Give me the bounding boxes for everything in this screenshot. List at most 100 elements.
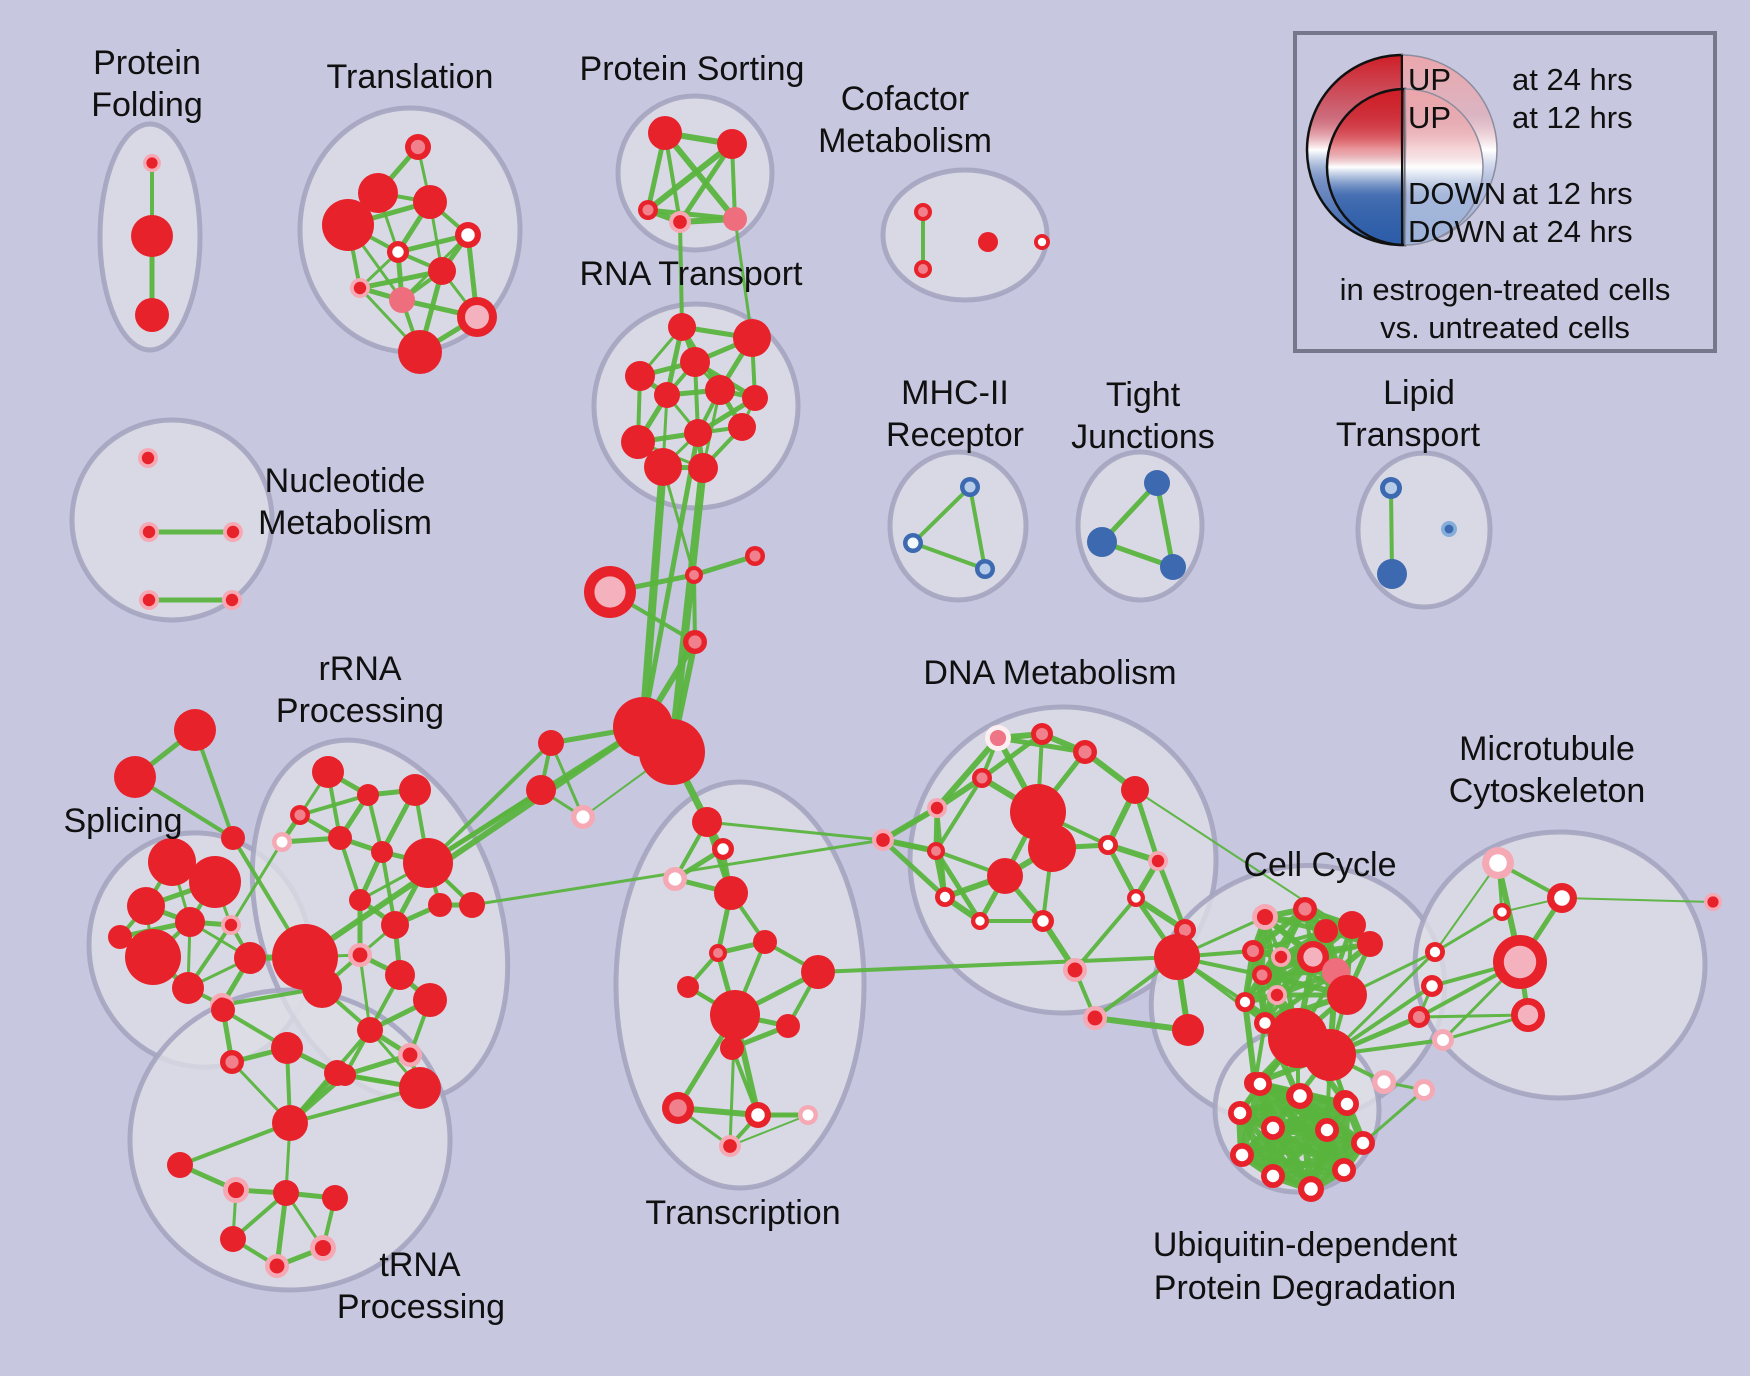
gene-node [1413,1079,1435,1101]
node-outer [399,1067,441,1109]
gene-node [745,1102,771,1128]
node-inner [918,264,928,274]
gene-node [324,1060,350,1086]
cluster-ellipse-nucleotide-metabolism [69,417,275,623]
gene-node [348,943,372,967]
gene-node [1338,911,1366,939]
gene-node [221,915,241,935]
gene-node [978,232,998,252]
node-outer [753,930,777,954]
node-outer [349,889,371,911]
node-outer [399,774,431,806]
edge [1073,896,1138,972]
node-outer [705,375,735,405]
cluster-label: Protein Degradation [1154,1269,1456,1307]
gene-node [935,887,955,907]
gene-node [381,911,409,939]
gene-node [1547,883,1577,913]
node-outer [167,1152,193,1178]
node-inner [979,563,991,575]
node-outer [684,419,712,447]
node-outer [114,756,156,798]
cluster-label: MHC-II [901,374,1009,412]
gene-node [143,154,161,172]
gene-node [265,1254,289,1278]
gene-node [1432,1029,1454,1051]
node-outer [125,929,181,985]
gene-node [1261,1116,1285,1140]
gene-node [1441,521,1457,537]
node-inner [1178,923,1192,937]
gene-node [272,832,292,852]
gene-node [211,998,235,1022]
node-inner [1377,1075,1391,1089]
gene-node [1425,942,1445,962]
legend-label: UP [1408,62,1451,97]
gene-node [1032,910,1054,932]
gene-node [389,287,415,313]
gene-node [975,559,995,579]
gene-node [669,211,691,233]
edge [912,541,986,571]
node-inner [224,918,238,932]
cluster-label: Junctions [1071,418,1215,456]
gene-node [644,448,682,486]
node-inner [931,846,941,856]
edge [668,467,707,753]
gene-node [1063,958,1087,982]
node-inner [402,1047,418,1063]
node-outer [221,826,245,850]
legend-label: at 24 hrs [1512,62,1633,97]
node-outer [322,1185,348,1211]
edge [980,731,1044,781]
node-inner [975,916,985,926]
gene-node [328,826,352,850]
gene-node [648,116,682,150]
node-inner [1037,915,1049,927]
gene-node [125,929,181,985]
gene-node [322,199,374,251]
legend-label: vs. untreated cells [1380,310,1630,345]
node-inner [1067,962,1083,978]
node-outer [398,330,442,374]
node-inner [1259,1017,1271,1029]
node-outer [720,1036,744,1060]
gene-node [172,972,204,1004]
node-outer [271,1032,303,1064]
gene-node [387,241,409,263]
gene-node [1034,234,1050,250]
node-inner [668,872,682,886]
node-outer [189,856,241,908]
node-outer [668,313,696,341]
node-outer [1377,559,1407,589]
gene-node [221,826,245,850]
legend-label: DOWN [1408,214,1506,249]
gene-node [688,453,718,483]
gene-node [1087,527,1117,557]
cluster-label: Cell Cycle [1243,846,1396,884]
node-outer [211,998,235,1022]
gene-node [399,774,431,806]
node-inner [1412,1010,1426,1024]
edge [706,820,884,842]
node-inner [723,1139,737,1153]
gene-node [584,566,636,618]
gene-node [1267,985,1287,1005]
edge [817,955,1178,974]
gene-node [1511,998,1545,1032]
gene-node [1493,935,1547,989]
node-outer [1144,470,1170,496]
cluster-label: Transport [1336,416,1481,454]
gene-node [1287,1083,1313,1109]
gene-node [413,983,447,1017]
cluster-label: Nucleotide [265,462,426,500]
gene-node [223,1177,249,1203]
gene-node [175,907,205,937]
node-outer [273,1180,299,1206]
edge [639,466,667,728]
edge [1241,1152,1345,1173]
gene-node [662,1092,694,1124]
gene-node [776,1014,800,1038]
edge [1155,860,1188,931]
